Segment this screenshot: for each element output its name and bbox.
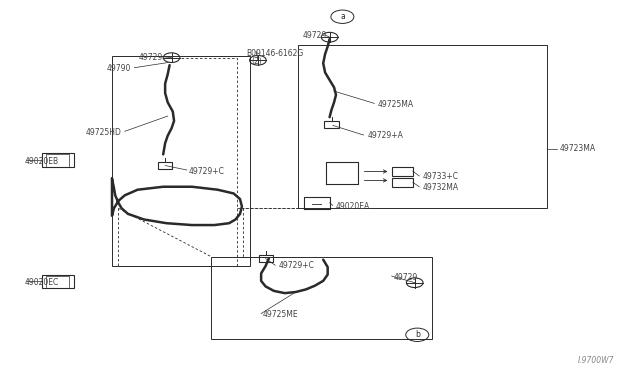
Bar bbox=[392, 167, 413, 176]
Text: I.9700W7: I.9700W7 bbox=[578, 356, 614, 365]
Bar bbox=[112, 56, 250, 266]
Text: 49723MA: 49723MA bbox=[560, 144, 596, 153]
Text: 49729+C: 49729+C bbox=[278, 262, 314, 270]
Text: 49790: 49790 bbox=[107, 64, 131, 73]
Text: a: a bbox=[340, 12, 345, 21]
Text: B09146-6162G: B09146-6162G bbox=[246, 49, 303, 58]
Text: 49733+C: 49733+C bbox=[422, 172, 458, 181]
Bar bbox=[42, 275, 74, 288]
Text: (2): (2) bbox=[252, 57, 262, 66]
Bar bbox=[298, 45, 547, 208]
Text: 49725ME: 49725ME bbox=[262, 310, 298, 319]
Text: 49725MA: 49725MA bbox=[378, 100, 413, 109]
Bar bbox=[259, 255, 273, 262]
Bar bbox=[158, 162, 172, 169]
Bar bbox=[392, 178, 413, 187]
Bar bbox=[42, 153, 74, 167]
Text: 49020EB: 49020EB bbox=[24, 157, 58, 166]
Text: 49020EA: 49020EA bbox=[336, 202, 371, 211]
Text: 49729: 49729 bbox=[302, 31, 326, 40]
Text: 49732MA: 49732MA bbox=[422, 183, 458, 192]
Bar bbox=[211, 257, 432, 339]
Text: 49729: 49729 bbox=[139, 53, 163, 62]
Text: 49729+A: 49729+A bbox=[368, 131, 404, 140]
Text: 49729+C: 49729+C bbox=[189, 167, 225, 176]
Text: 49729: 49729 bbox=[394, 273, 418, 282]
Text: 49725HD: 49725HD bbox=[86, 128, 122, 137]
Text: b: b bbox=[415, 330, 420, 339]
Text: 49020EC: 49020EC bbox=[24, 278, 59, 287]
Bar bbox=[324, 121, 339, 128]
